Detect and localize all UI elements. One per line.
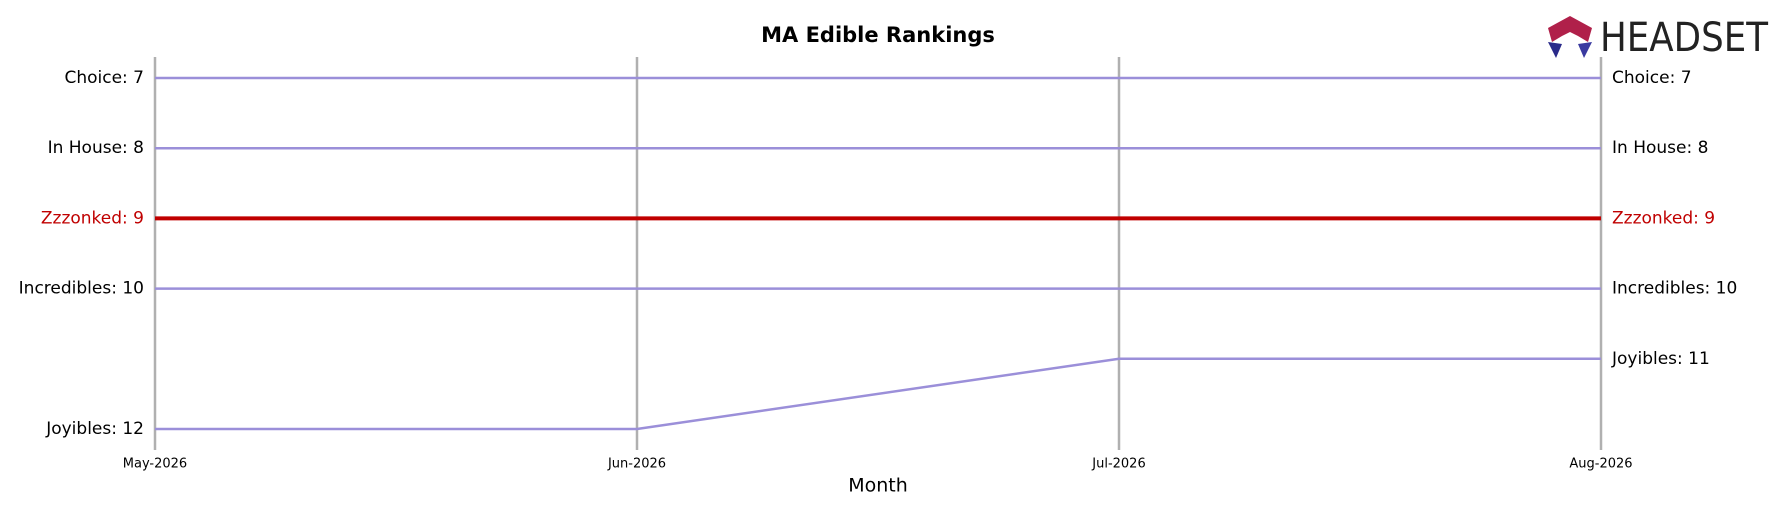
- x-tick-label: May-2026: [123, 457, 187, 472]
- value-label: Zzzonked: 9: [41, 208, 144, 228]
- logo-text: HEADSET: [1600, 15, 1768, 61]
- x-tick-label: Jun-2026: [607, 457, 666, 472]
- value-label: Choice: 7: [1612, 68, 1692, 88]
- x-tick-label: Aug-2026: [1569, 457, 1632, 472]
- value-label: Joyibles: 11: [1611, 349, 1710, 369]
- value-label: In House: 8: [48, 138, 144, 158]
- x-axis-label: Month: [848, 475, 908, 497]
- series-line: [155, 357, 1601, 431]
- chart-title: MA Edible Rankings: [761, 23, 995, 47]
- logo-mark: [1548, 16, 1592, 42]
- logo-mark: [1548, 42, 1562, 58]
- value-label: Joyibles: 12: [45, 419, 144, 439]
- logo: HEADSET: [1548, 15, 1768, 61]
- value-label: Incredibles: 10: [19, 279, 144, 299]
- logo-mark: [1578, 42, 1592, 58]
- value-label: Choice: 7: [64, 68, 144, 88]
- value-label: Incredibles: 10: [1612, 279, 1737, 299]
- x-tick-label: Jul-2026: [1091, 457, 1145, 472]
- value-label: Zzzonked: 9: [1612, 208, 1715, 228]
- value-label: In House: 8: [1612, 138, 1708, 158]
